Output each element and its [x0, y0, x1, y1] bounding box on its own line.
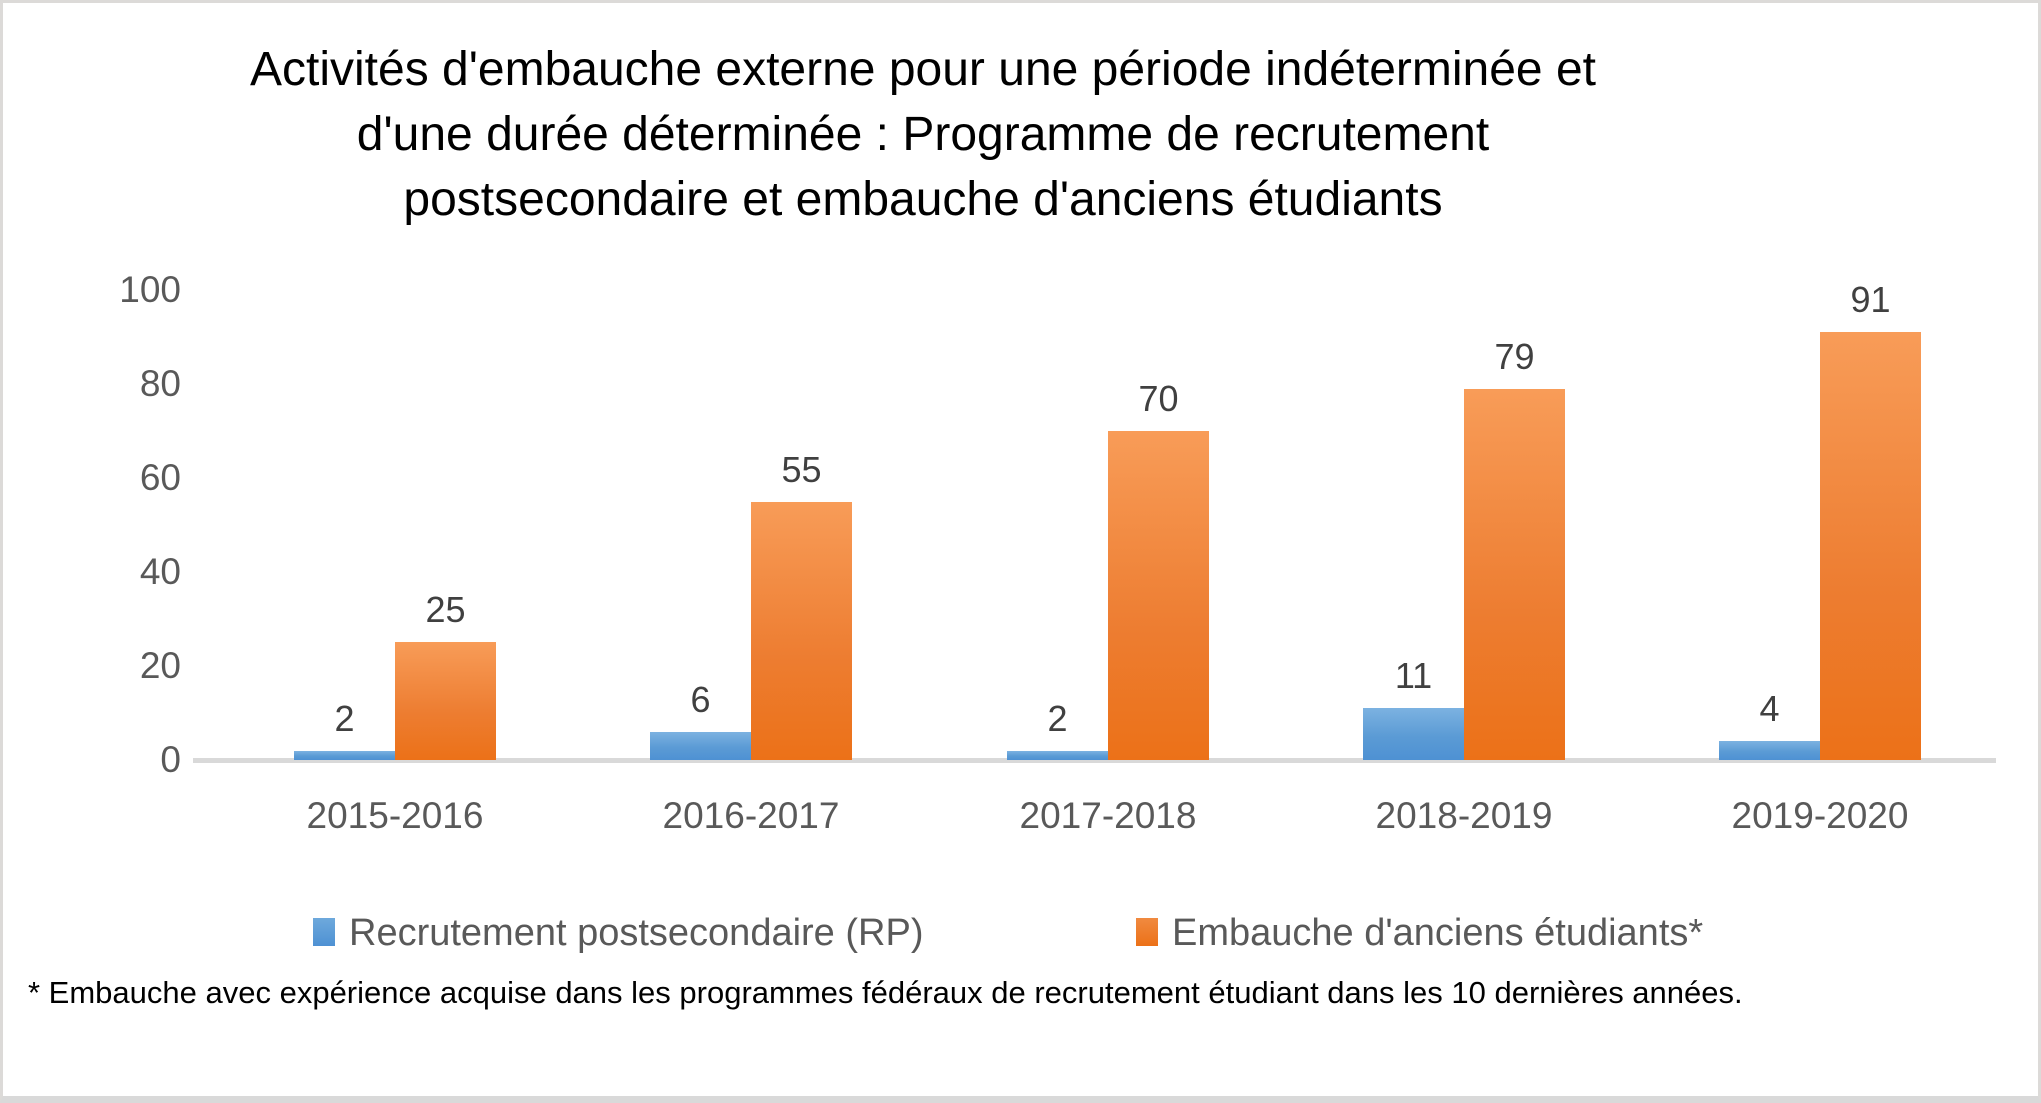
legend-label-embauche: Embauche d'anciens étudiants*	[1172, 912, 1704, 954]
x-axis-label-2015-2016: 2015-2016	[306, 795, 484, 836]
bar-embauche-2019-2020	[1820, 332, 1921, 760]
data-label-embauche-2018-2019: 79	[1494, 336, 1535, 377]
data-label-rp-2019-2020: 4	[1759, 688, 1780, 729]
bar-rp-2019-2020	[1719, 741, 1820, 760]
data-label-embauche-2017-2018: 70	[1138, 378, 1179, 419]
chart-footnote: * Embauche avec expérience acquise dans …	[28, 975, 1743, 1010]
bar-embauche-2016-2017	[751, 502, 852, 760]
x-axis-label-2017-2018: 2017-2018	[1019, 795, 1197, 836]
legend: Recrutement postsecondaire (RP) Embauche…	[3, 908, 2041, 958]
legend-swatch-blue	[313, 918, 335, 946]
bar-rp-2017-2018	[1007, 751, 1108, 760]
bar-rp-2016-2017	[650, 732, 751, 760]
chart-title: Activités d'embauche externe pour une pé…	[3, 37, 1843, 232]
data-label-rp-2018-2019: 11	[1394, 655, 1433, 696]
y-axis-tick-20: 20	[139, 645, 181, 686]
y-axis-tick-100: 100	[119, 269, 181, 310]
bar-rp-2018-2019	[1363, 708, 1464, 760]
y-axis-tick-80: 80	[139, 363, 181, 404]
legend-label-rp: Recrutement postsecondaire (RP)	[349, 912, 924, 954]
x-axis-line	[193, 758, 1996, 763]
bar-embauche-2015-2016	[395, 642, 496, 760]
legend-swatch-orange	[1136, 918, 1158, 946]
y-axis-tick-40: 40	[139, 551, 181, 592]
x-axis-label-2019-2020: 2019-2020	[1731, 795, 1909, 836]
bar-rp-2015-2016	[294, 751, 395, 760]
chart-title-line-1: Activités d'embauche externe pour une pé…	[250, 43, 1596, 96]
chart-title-line-3: postsecondaire et embauche d'anciens étu…	[403, 173, 1443, 226]
x-axis-label-2016-2017: 2016-2017	[662, 795, 840, 836]
chart-title-line-2: d'une durée déterminée : Programme de re…	[356, 108, 1490, 161]
data-label-embauche-2019-2020: 91	[1850, 279, 1891, 320]
data-label-rp-2015-2016: 2	[334, 698, 355, 739]
data-label-rp-2016-2017: 6	[690, 679, 711, 720]
data-label-embauche-2015-2016: 25	[425, 589, 466, 630]
x-axis-label-2018-2019: 2018-2019	[1375, 795, 1553, 836]
data-label-embauche-2016-2017: 55	[781, 449, 822, 490]
bar-embauche-2017-2018	[1108, 431, 1209, 760]
y-axis-tick-60: 60	[139, 457, 181, 498]
data-label-rp-2017-2018: 2	[1047, 698, 1068, 739]
y-axis-tick-0: 0	[160, 739, 181, 780]
bar-embauche-2018-2019	[1464, 389, 1565, 760]
